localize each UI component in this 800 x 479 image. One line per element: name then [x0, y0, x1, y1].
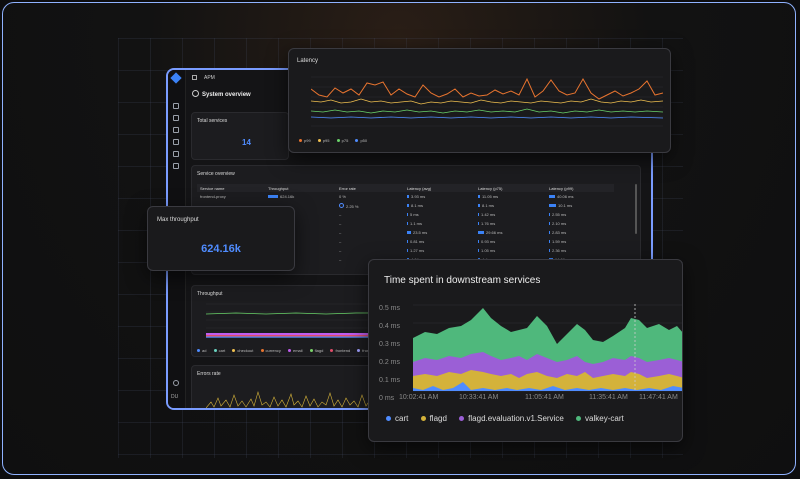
total-services-value: 14 — [242, 138, 251, 147]
table-scrollbar[interactable] — [635, 184, 637, 234]
latency-panel: Latency p99 p95 p75 p50 — [288, 48, 671, 153]
max-throughput-panel: Max throughput 624.16k — [147, 206, 295, 271]
alerts-icon[interactable] — [173, 163, 179, 169]
table-row[interactable]: –1.1 ms 1.76 ms 2.10 ms — [339, 221, 567, 226]
table-row[interactable]: –0.81 ms 0.93 ms 1.59 ms — [339, 239, 567, 244]
panel-toggle-icon[interactable] — [192, 75, 197, 80]
apm-icon[interactable] — [173, 115, 179, 121]
settings-icon[interactable] — [173, 380, 179, 386]
x-tick: 11:47:41 AM — [639, 394, 678, 401]
legend-item[interactable]: cart — [213, 348, 225, 353]
col-header[interactable]: Latency (p99) — [546, 184, 614, 192]
table-row[interactable]: 2.25 % 8.1 ms 8.1 ms 10.1 ms — [197, 201, 614, 210]
y-tick: 0 ms — [379, 395, 395, 402]
home-icon[interactable] — [173, 103, 179, 109]
max-throughput-value: 624.16k — [201, 243, 241, 255]
user-avatar[interactable]: DU — [171, 394, 179, 400]
throughput-title: Throughput — [197, 291, 223, 297]
legend-item[interactable]: email — [287, 348, 303, 353]
legend-item[interactable]: currency — [260, 348, 281, 353]
throughput-legend: ad cart checkout currency email flagd fr… — [197, 348, 394, 353]
total-services-card: Total services 14 — [191, 112, 289, 160]
downstream-chart — [413, 304, 682, 392]
legend-item[interactable]: flagd — [309, 348, 323, 353]
service-overview-title: Service overview — [197, 171, 235, 177]
errors-rate-chart — [206, 390, 386, 408]
table-row[interactable]: –5 ms 1.42 ms 2.55 ms — [339, 212, 567, 217]
traces-icon[interactable] — [173, 127, 179, 133]
y-tick: 0.1 ms — [379, 377, 401, 384]
downstream-y-axis: 0.5 ms 0.4 ms 0.3 ms 0.2 ms 0.1 ms 0 ms — [379, 300, 409, 408]
y-tick: 0.3 ms — [379, 341, 401, 348]
legend-item[interactable]: flagd — [420, 414, 447, 423]
legend-item[interactable]: valkey-cart — [576, 414, 624, 423]
logo-icon[interactable] — [170, 72, 182, 84]
throughput-chart — [206, 303, 386, 338]
downstream-panel: Time spent in downstream services 0.5 ms… — [368, 259, 683, 442]
x-tick: 10:33:41 AM — [459, 394, 499, 401]
legend-item[interactable]: cart — [386, 414, 408, 423]
errors-rate-title: Errors rate — [197, 371, 221, 377]
page-title: System overview — [192, 90, 251, 98]
col-header[interactable]: Error rate — [336, 184, 404, 192]
breadcrumb[interactable]: APM — [204, 75, 215, 81]
latency-title: Latency — [297, 58, 319, 64]
max-throughput-title: Max throughput — [157, 217, 199, 223]
y-tick: 0.4 ms — [379, 323, 401, 330]
table-row[interactable]: –23.5 ms 29.66 ms 2.83 ms — [339, 230, 567, 235]
downstream-legend: cart flagd flagd.evaluation.v1.Service v… — [386, 414, 634, 423]
globe-icon — [192, 90, 199, 97]
legend-item[interactable]: p50 — [355, 138, 367, 143]
metrics-icon[interactable] — [173, 151, 179, 157]
x-tick: 11:35:41 AM — [589, 394, 628, 401]
legend-item[interactable]: checkout — [232, 348, 253, 353]
col-header[interactable]: Throughput — [265, 184, 336, 192]
legend-item[interactable]: p95 — [317, 138, 330, 143]
legend-item[interactable]: p99 — [299, 138, 311, 143]
col-header[interactable]: Latency (p75) — [475, 184, 546, 192]
table-row[interactable]: –1.27 ms 1.05 ms 2.36 ms — [339, 248, 567, 253]
table-row[interactable]: frontend-proxy 624.16k 0 % 3.93 ms 11.05 ms 4… — [200, 194, 574, 199]
x-tick: 11:05:41 AM — [525, 394, 564, 401]
legend-item[interactable]: ad — [197, 348, 206, 353]
errors-rate-card: Errors rate — [191, 365, 391, 408]
legend-item[interactable]: flagd.evaluation.v1.Service — [459, 414, 564, 423]
service-table: Service name Throughput Error rate Laten… — [197, 184, 614, 264]
latency-chart — [311, 76, 663, 127]
downstream-title: Time spent in downstream services — [384, 275, 541, 286]
col-header[interactable]: Latency (avg) — [404, 184, 475, 192]
top-bar: APM — [186, 70, 651, 84]
latency-legend: p99 p95 p75 p50 — [299, 138, 373, 143]
legend-item[interactable]: p75 — [336, 138, 348, 143]
legend-item[interactable]: frontend — [330, 348, 350, 353]
total-services-title: Total services — [197, 118, 228, 124]
x-tick: 10:02:41 AM — [399, 394, 439, 401]
y-tick: 0.2 ms — [379, 359, 401, 366]
y-tick: 0.5 ms — [379, 305, 401, 312]
logs-icon[interactable] — [173, 139, 179, 145]
col-header[interactable]: Service name — [197, 184, 265, 192]
throughput-card: Throughput ad cart checkout currency ema… — [191, 285, 391, 357]
